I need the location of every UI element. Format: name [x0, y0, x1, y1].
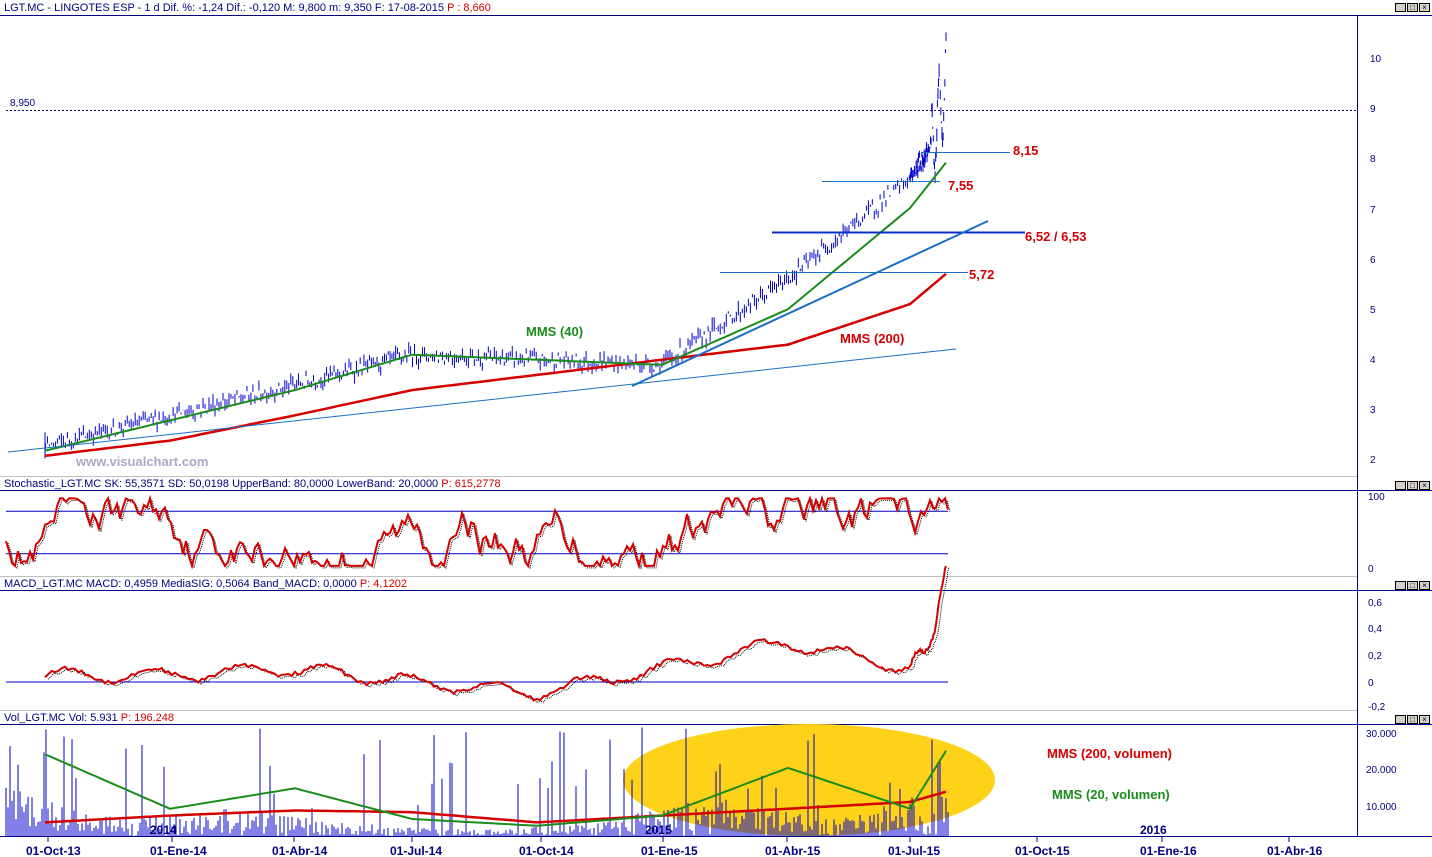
x-tick-label: 01-Oct-14 [519, 844, 574, 857]
x-tick-label: 01-Ene-15 [641, 844, 698, 857]
level-815-label: 8,15 [1013, 143, 1038, 158]
stoch-title-label: Stochastic_LGT.MC SK: 55,3571 SD: 50,019… [4, 478, 439, 490]
x-tick-label: 01-Jul-15 [888, 844, 940, 857]
macd-title-label: MACD_LGT.MC MACD: 0,4959 MediaSIG: 0,506… [4, 578, 357, 590]
level-572-label: 5,72 [969, 267, 994, 282]
vol-title-label: Vol_LGT.MC Vol: 5.931 [4, 712, 118, 724]
close-icon[interactable]: × [1419, 581, 1430, 590]
y-tick: 100 [1368, 492, 1385, 503]
mms200-vol-line [44, 790, 947, 824]
year-2015-label: 2015 [645, 823, 672, 837]
y-tick: 0,6 [1368, 598, 1382, 609]
y-tick: 5 [1370, 305, 1376, 316]
mms40-label: MMS (40) [526, 324, 583, 339]
price-p-label: P : 8,660 [447, 2, 491, 14]
y-tick: 20.000 [1366, 765, 1397, 776]
year-2014-label: 2014 [150, 823, 177, 837]
symbol-label: LGT.MC - LINGOTES ESP - 1 d [4, 2, 160, 14]
minimize-icon[interactable]: _ [1395, 3, 1406, 12]
price-panel-title: LGT.MC - LINGOTES ESP - 1 d Dif. %: -1,2… [4, 2, 491, 14]
volume-highlight-ellipse [623, 724, 995, 836]
close-icon[interactable]: × [1419, 481, 1430, 490]
maximize-icon[interactable]: □ [1407, 715, 1418, 724]
maximize-icon[interactable]: □ [1407, 3, 1418, 12]
price-window-buttons: _ □ × [1395, 3, 1430, 12]
level-8950-label: 8,950 [10, 98, 35, 109]
y-tick: 4 [1370, 355, 1376, 366]
y-tick: 0 [1368, 564, 1374, 575]
macd-line [44, 565, 947, 702]
price-y-axis: 2 3 4 5 6 7 8 9 10 [1370, 54, 1382, 466]
stoch-y-axis: 100 0 [1368, 492, 1385, 575]
trendline-long [7, 348, 957, 453]
vol-y-axis: 30.000 20.000 10.000 [1366, 729, 1397, 813]
mms200-vol-label: MMS (200, volumen) [1047, 746, 1172, 761]
price-layer [44, 32, 947, 459]
x-tick-label: 01-Jul-14 [390, 844, 442, 857]
minimize-icon[interactable]: _ [1395, 481, 1406, 490]
macd-y-axis: 0,6 0,4 0,2 0 -0,2 [1368, 598, 1386, 713]
mms20-vol-line [44, 750, 947, 827]
y-tick: 0 [1368, 678, 1374, 689]
x-tick-label: 01-Ene-16 [1140, 844, 1197, 857]
y-tick: 9 [1370, 104, 1376, 115]
x-tick-label: 01-Ene-14 [150, 844, 207, 857]
close-icon[interactable]: × [1419, 715, 1430, 724]
mms20-vol-label: MMS (20, volumen) [1052, 787, 1170, 802]
y-tick: 7 [1370, 205, 1376, 216]
macd-layer [6, 565, 950, 704]
x-tick-label: 01-Oct-15 [1015, 844, 1070, 857]
stoch-layer [5, 494, 951, 570]
vol-panel-title: Vol_LGT.MC Vol: 5.931 P: 196.248 [4, 712, 174, 724]
vol-layer [5, 727, 949, 836]
stoch-window-buttons: _ □ × [1395, 481, 1430, 490]
y-tick: 0,2 [1368, 651, 1382, 662]
x-tick-label: 01-Abr-14 [272, 844, 328, 857]
panel-frames [0, 15, 1432, 837]
price-levels [6, 110, 1357, 453]
macd-window-buttons: _ □ × [1395, 581, 1430, 590]
minimize-icon[interactable]: _ [1395, 581, 1406, 590]
x-axis: 01-Oct-13 01-Ene-14 01-Abr-14 01-Jul-14 01-O… [26, 836, 1323, 857]
x-tick-label: 01-Abr-16 [1267, 844, 1323, 857]
stoch-sk-line [5, 494, 949, 570]
x-tick-label: 01-Oct-13 [26, 844, 81, 857]
stoch-panel-title: Stochastic_LGT.MC SK: 55,3571 SD: 50,019… [4, 478, 501, 490]
vol-p-label: P: 196.248 [120, 712, 175, 724]
maximize-icon[interactable]: □ [1407, 481, 1418, 490]
stats-label: Dif. %: -1,24 Dif.: -0,120 M: 9,800 m: 9… [162, 2, 444, 14]
stoch-p-label: P: 615,2778 [441, 478, 501, 490]
x-tick-label: 01-Abr-15 [765, 844, 821, 857]
y-tick: 30.000 [1366, 729, 1397, 740]
mms200-label: MMS (200) [840, 331, 904, 346]
minimize-icon[interactable]: _ [1395, 715, 1406, 724]
macd-panel-title: MACD_LGT.MC MACD: 0,4959 MediaSIG: 0,506… [4, 578, 407, 590]
maximize-icon[interactable]: □ [1407, 581, 1418, 590]
vol-window-buttons: _ □ × [1395, 715, 1430, 724]
year-2016-label: 2016 [1140, 823, 1167, 837]
mms200-line [44, 272, 947, 458]
y-tick: 10 [1370, 54, 1382, 65]
y-tick: 8 [1370, 154, 1376, 165]
y-tick: 2 [1370, 455, 1376, 466]
macd-p-label: P: 4,1202 [359, 578, 407, 590]
y-tick: -0,2 [1368, 702, 1386, 713]
y-tick: 6 [1370, 255, 1376, 266]
y-tick: 10.000 [1366, 802, 1397, 813]
close-icon[interactable]: × [1419, 3, 1430, 12]
trendline-short [631, 220, 989, 387]
y-tick: 0,4 [1368, 624, 1382, 635]
level-652-label: 6,52 / 6,53 [1025, 229, 1086, 244]
level-755-label: 7,55 [948, 178, 973, 193]
stoch-sd-line [7, 498, 951, 570]
mms40-line [44, 161, 947, 452]
y-tick: 3 [1370, 405, 1376, 416]
watermark: www.visualchart.com [75, 454, 208, 469]
